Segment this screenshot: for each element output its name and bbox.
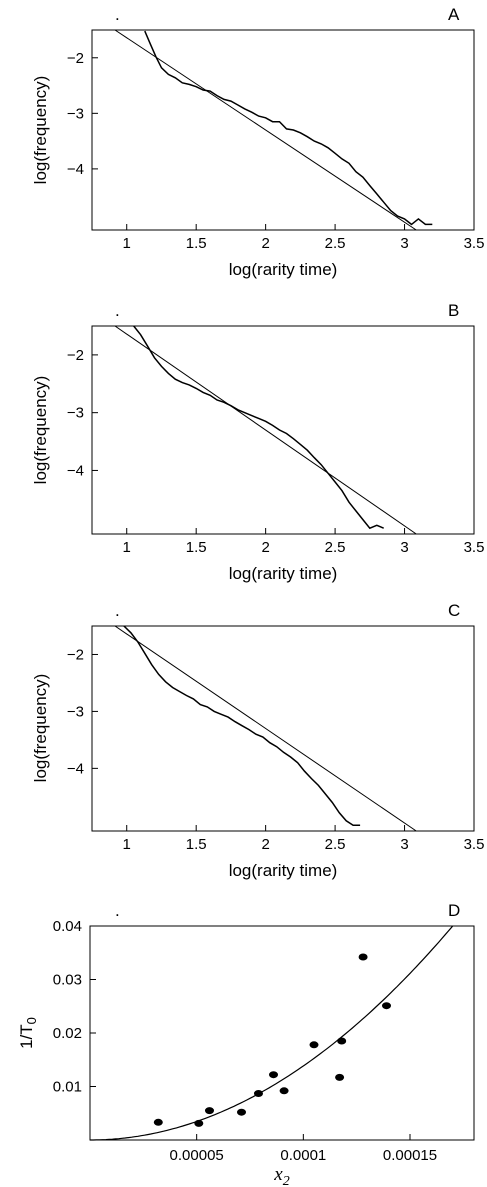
y-tick-label: 0.01: [53, 1079, 82, 1096]
fit-line: [114, 29, 417, 231]
plot-frame: [91, 625, 475, 832]
tick-group: 1 1.5 2 2.5 3 3.5 −2 −3 −4: [67, 347, 485, 556]
y-tick-label: 0.03: [53, 972, 82, 989]
x-axis-label: log(rarity time): [229, 260, 338, 279]
y-axis-label: log(frequency): [31, 674, 50, 783]
x-axis-label: x2: [273, 1164, 289, 1187]
scatter-point: [153, 1118, 163, 1126]
x-tick-label: 1.5: [186, 836, 207, 853]
tick-group: 1 1.5 2 2.5 3 3.5 −2 −3 −4: [67, 50, 485, 252]
panel-b: . B log(rarity time) log(frequency) 1 1.5…: [31, 301, 484, 583]
scatter-point: [269, 1071, 278, 1079]
fit-line: [114, 325, 417, 535]
x-axis-label: log(rarity time): [229, 861, 338, 880]
x-tick-label: 2.5: [325, 539, 346, 556]
scatter-point: [194, 1119, 204, 1127]
scatter-point: [382, 1002, 391, 1010]
fit-line: [114, 625, 417, 832]
x-tick-label: 1: [123, 836, 131, 853]
x-tick-label: 2: [261, 539, 269, 556]
scatter-point: [337, 1037, 347, 1045]
x-tick-label: 2: [261, 836, 269, 853]
x-tick-label: 3: [400, 836, 408, 853]
tick-group: 1 1.5 2 2.5 3 3.5 −2 −3 −4: [67, 646, 485, 853]
plot-frame: [91, 325, 475, 535]
scatter-points: [153, 953, 391, 1127]
empirical-line: [123, 625, 361, 827]
scatter-point: [237, 1108, 246, 1116]
scatter-point: [279, 1087, 289, 1095]
y-axis-label-sub: 0: [24, 1017, 39, 1024]
plot-frame: [91, 29, 475, 231]
x-tick-label: 2.5: [325, 836, 346, 853]
x-tick-label: 0.0001: [280, 1147, 326, 1164]
y-tick-label: −2: [67, 50, 84, 67]
y-tick-label: −2: [67, 347, 84, 364]
y-tick-label: 0.02: [53, 1025, 82, 1042]
y-tick-label: −4: [67, 462, 84, 479]
x-axis-label: log(rarity time): [229, 564, 338, 583]
y-tick-label: −2: [67, 646, 84, 663]
plot-frame: [89, 925, 475, 1141]
x-tick-label: 1.5: [186, 539, 207, 556]
corner-mark: .: [115, 601, 120, 620]
panel-letter: A: [448, 5, 460, 24]
x-tick-label: 3.5: [464, 539, 485, 556]
panel-letter: B: [448, 301, 459, 320]
panel-c: . C log(rarity time) log(frequency) 1 1.5…: [31, 601, 484, 880]
y-tick-label: −4: [67, 161, 84, 178]
x-tick-label: 0.00015: [383, 1147, 437, 1164]
empirical-line: [144, 30, 433, 226]
corner-mark: .: [115, 301, 120, 320]
panel-a: . A log(rarity time) log(frequency) 1 1.5…: [31, 5, 484, 279]
scatter-point: [309, 1041, 319, 1049]
panel-letter: D: [448, 901, 460, 920]
scatter-point: [205, 1107, 214, 1115]
x-tick-label: 2: [261, 235, 269, 252]
y-axis-label: 1/T0: [17, 1017, 39, 1049]
panel-d: . D x2 1/T0 0.00005 0.0001 0.00015 0.01 0.02…: [17, 901, 475, 1187]
x-tick-label: 2.5: [325, 235, 346, 252]
x-tick-label: 0.00005: [170, 1147, 224, 1164]
y-axis-label: log(frequency): [31, 376, 50, 485]
y-tick-label: −3: [67, 703, 84, 720]
tick-group: 0.00005 0.0001 0.00015 0.01 0.02 0.03 0.04: [53, 918, 437, 1164]
y-axis-label: log(frequency): [31, 76, 50, 185]
x-tick-label: 3: [400, 539, 408, 556]
x-tick-label: 1.5: [186, 235, 207, 252]
y-tick-label: −3: [67, 105, 84, 122]
x-tick-label: 3: [400, 235, 408, 252]
scatter-point: [254, 1090, 263, 1097]
y-tick-label: −3: [67, 405, 84, 422]
corner-mark: .: [115, 901, 120, 920]
x-tick-label: 3.5: [464, 235, 485, 252]
scatter-point: [335, 1073, 345, 1081]
empirical-line: [133, 325, 384, 530]
y-tick-label: −4: [67, 760, 84, 777]
y-tick-label: 0.04: [53, 918, 82, 935]
x-tick-label: 1: [123, 539, 131, 556]
panel-letter: C: [448, 601, 460, 620]
y-axis-label-main: 1/T: [17, 1024, 36, 1049]
x-tick-label: 1: [123, 235, 131, 252]
x-axis-label-sub: 2: [283, 1174, 290, 1187]
scatter-point: [358, 953, 368, 961]
fit-curve: [90, 925, 454, 1141]
x-axis-label-main: x: [273, 1164, 283, 1185]
corner-mark: .: [115, 5, 120, 24]
x-tick-label: 3.5: [464, 836, 485, 853]
